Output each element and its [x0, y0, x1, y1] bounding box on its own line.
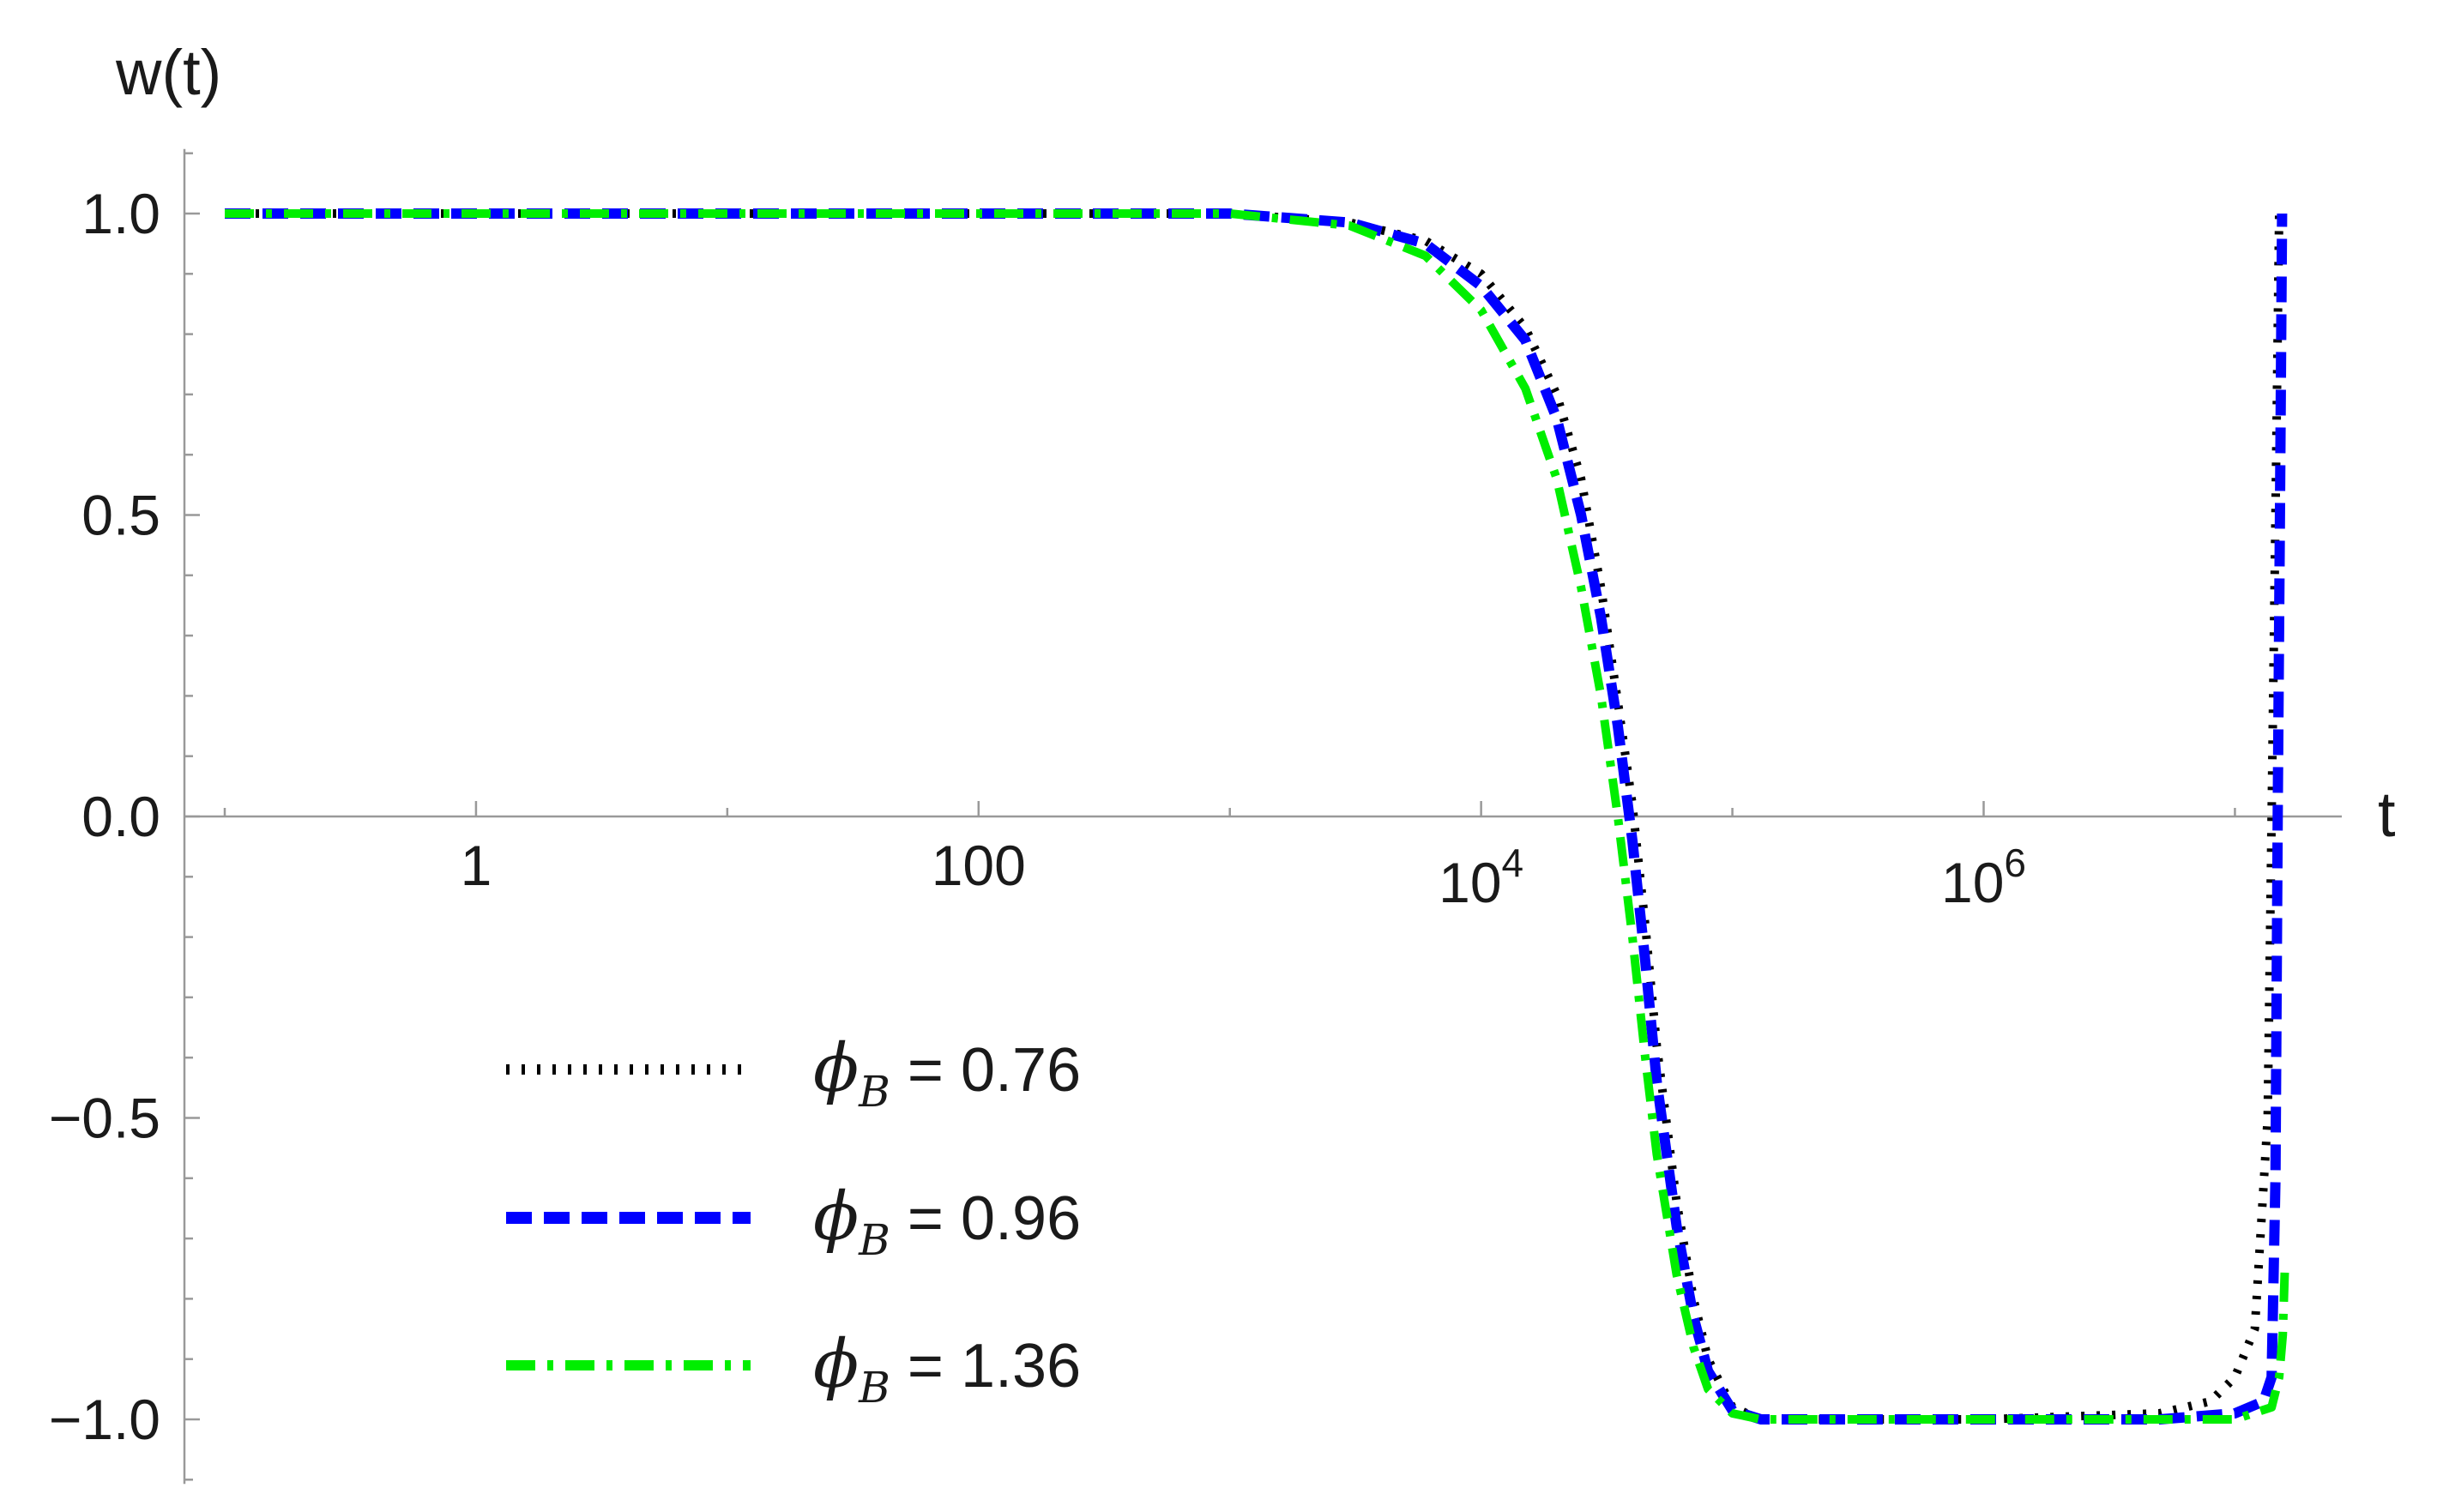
x-tick-label: 106	[1941, 840, 2026, 914]
y-tick-label: 1.0	[81, 182, 160, 245]
y-tick-label: −1.0	[49, 1388, 160, 1451]
x-tick-label: 1	[461, 834, 492, 897]
x-axis-label: t	[2378, 779, 2396, 850]
series-line-2	[225, 208, 2288, 1425]
legend-label-2: ϕB = 0.96	[813, 1178, 1081, 1265]
legend-label-1: ϕB = 0.76	[813, 1030, 1081, 1117]
legend-label-3: ϕB = 1.36	[813, 1326, 1081, 1413]
series-line-1	[225, 209, 2283, 1424]
y-tick-label: 0.5	[81, 484, 160, 547]
y-tick-label: −0.5	[49, 1087, 160, 1150]
y-axis-label: w(t)	[115, 37, 221, 108]
series-line-3	[225, 209, 2289, 1424]
x-tick-label: 100	[932, 834, 1026, 897]
y-tick-label: 0.0	[81, 785, 160, 848]
y-axis: 1.0 0.5 0.0 −0.5 −1.0	[49, 148, 200, 1485]
series-lines	[225, 208, 2289, 1425]
legend: ϕB = 0.76 ϕB = 0.96 ϕB = 1.36	[506, 1030, 1081, 1413]
x-tick-label: 104	[1439, 840, 1523, 914]
x-axis: 1 100 104 106	[184, 801, 2342, 914]
